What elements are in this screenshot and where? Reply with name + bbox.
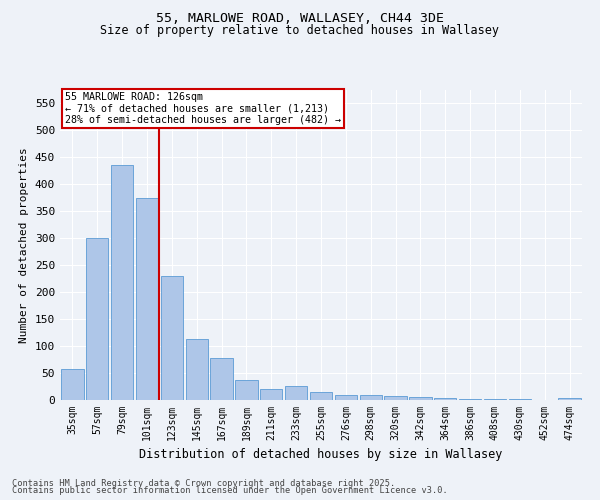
Bar xyxy=(211,358,233,400)
Bar xyxy=(409,398,431,400)
X-axis label: Distribution of detached houses by size in Wallasey: Distribution of detached houses by size … xyxy=(139,448,503,462)
Text: Contains HM Land Registry data © Crown copyright and database right 2025.: Contains HM Land Registry data © Crown c… xyxy=(12,478,395,488)
Bar xyxy=(185,339,208,400)
Bar xyxy=(86,238,109,400)
Bar xyxy=(335,394,357,400)
Text: Contains public sector information licensed under the Open Government Licence v3: Contains public sector information licen… xyxy=(12,486,448,495)
Bar xyxy=(61,370,83,400)
Bar xyxy=(559,398,581,400)
Bar xyxy=(385,396,407,400)
Bar xyxy=(235,380,257,400)
Bar xyxy=(285,386,307,400)
Bar xyxy=(359,394,382,400)
Y-axis label: Number of detached properties: Number of detached properties xyxy=(19,147,29,343)
Bar xyxy=(310,392,332,400)
Bar xyxy=(111,166,133,400)
Text: Size of property relative to detached houses in Wallasey: Size of property relative to detached ho… xyxy=(101,24,499,37)
Bar xyxy=(136,198,158,400)
Bar xyxy=(434,398,457,400)
Text: 55 MARLOWE ROAD: 126sqm
← 71% of detached houses are smaller (1,213)
28% of semi: 55 MARLOWE ROAD: 126sqm ← 71% of detache… xyxy=(65,92,341,124)
Bar xyxy=(161,276,183,400)
Text: 55, MARLOWE ROAD, WALLASEY, CH44 3DE: 55, MARLOWE ROAD, WALLASEY, CH44 3DE xyxy=(156,12,444,26)
Bar xyxy=(260,389,283,400)
Bar xyxy=(459,399,481,400)
